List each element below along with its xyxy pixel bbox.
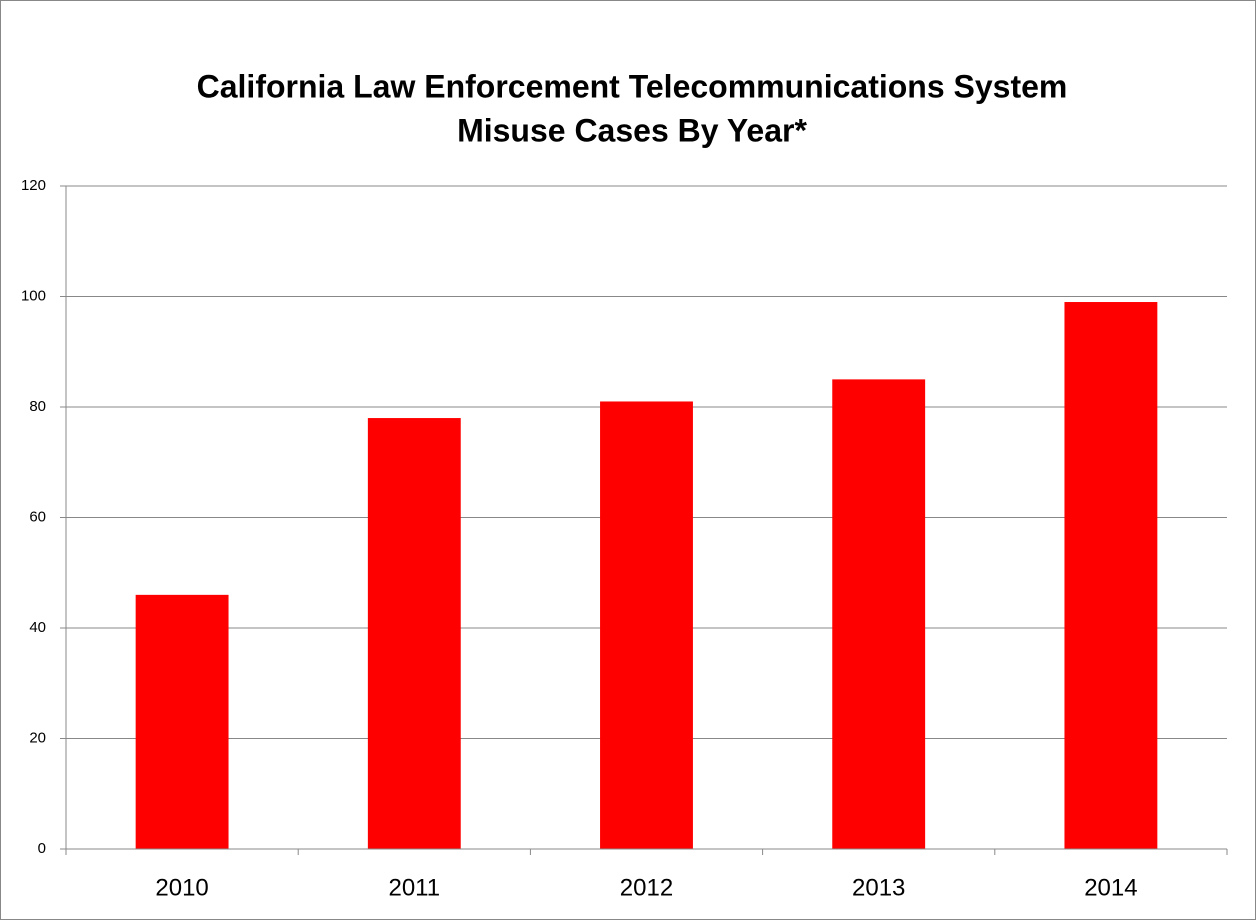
bar [1064, 302, 1158, 849]
chart-title: Misuse Cases By Year* [457, 112, 807, 148]
y-tick-label: 100 [21, 287, 46, 304]
y-tick-label: 40 [29, 619, 46, 636]
y-tick-label: 60 [29, 508, 46, 525]
x-tick-label: 2014 [1084, 874, 1137, 901]
y-tick-label: 0 [38, 840, 46, 857]
chart-title: California Law Enforcement Telecommunica… [197, 68, 1068, 104]
bar [135, 594, 229, 849]
bar [832, 379, 926, 849]
y-tick-label: 20 [29, 729, 46, 746]
bar [600, 401, 693, 849]
x-tick-label: 2011 [388, 874, 440, 901]
x-tick-label: 2013 [852, 874, 905, 901]
bar [367, 418, 461, 849]
y-tick-label: 80 [29, 398, 46, 415]
y-tick-label: 120 [21, 177, 46, 194]
x-tick-label: 2010 [155, 874, 208, 901]
x-tick-label: 2012 [620, 874, 673, 901]
